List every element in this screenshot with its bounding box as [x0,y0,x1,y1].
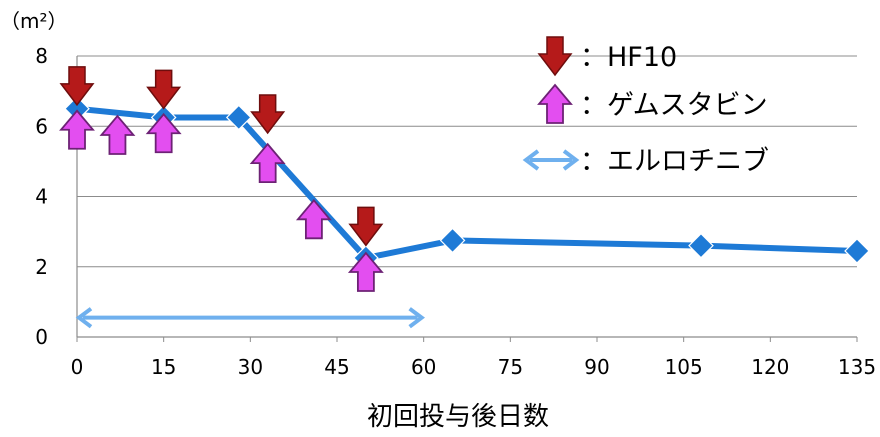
hf10-marker [59,66,95,107]
x-tick-label: 120 [751,355,789,379]
gridlines [77,55,857,268]
erlotinib-range-arrow [75,307,425,329]
x-tick-label: 90 [584,355,609,379]
legend-hf10-icon [537,36,573,77]
legend-erlotinib-label: ：エルロチニブ [580,146,769,177]
legend-erlotinib-icon [522,149,580,171]
hf10-marker [250,94,286,135]
legend-hf10-label: ：HF10 [580,42,677,73]
y-tick-label: 2 [35,255,48,279]
x-axis-label: 初回投与後日数 [367,402,549,432]
drug-markers [59,66,384,292]
x-tick-label: 105 [665,355,703,379]
data-point [844,238,870,264]
legend: ：HF10 ：ゲムスタビン ：エルロチニブ [522,36,769,177]
x-tick-label: 75 [498,355,523,379]
x-tick-label: 0 [71,355,84,379]
gemcitabine-marker [295,198,332,240]
legend-gemcitabine-icon [537,83,573,124]
series-layer [64,95,870,271]
gemcitabine-marker [145,112,182,154]
data-point [225,104,252,131]
double-arrow-head-right [408,307,425,329]
x-tick-label: 30 [238,355,263,379]
double-arrow-head-left [75,307,93,329]
series-line [76,105,858,261]
legend-gemcitabine-label: ：ゲムスタビン [580,90,768,121]
x-tick-label: 45 [324,355,349,379]
x-tick-label: 60 [411,355,436,379]
y-tick-label: 0 [35,325,48,349]
y-tick-label: 4 [35,185,48,209]
double-arrow-head-left [522,149,540,171]
y-tick-label: 6 [35,114,48,138]
gemcitabine-marker [249,142,286,184]
y-axis-unit-label: （m²） [0,9,68,33]
gemcitabine-marker [59,109,95,150]
gemcitabine-marker [347,251,384,292]
gemcitabine-marker [99,114,136,155]
hf10-marker [348,206,384,247]
y-tick-label: 8 [35,44,48,68]
x-tick-label: 15 [151,355,176,379]
double-arrow-head-right [562,149,580,171]
x-tick-label: 135 [838,355,876,379]
data-point [439,227,466,254]
erlotinib-range [75,307,425,329]
axes: 0 2 4 6 8 0 15 30 45 60 75 90 105 120 135 [35,44,876,379]
hf10-marker [146,69,182,110]
data-point [688,232,714,259]
